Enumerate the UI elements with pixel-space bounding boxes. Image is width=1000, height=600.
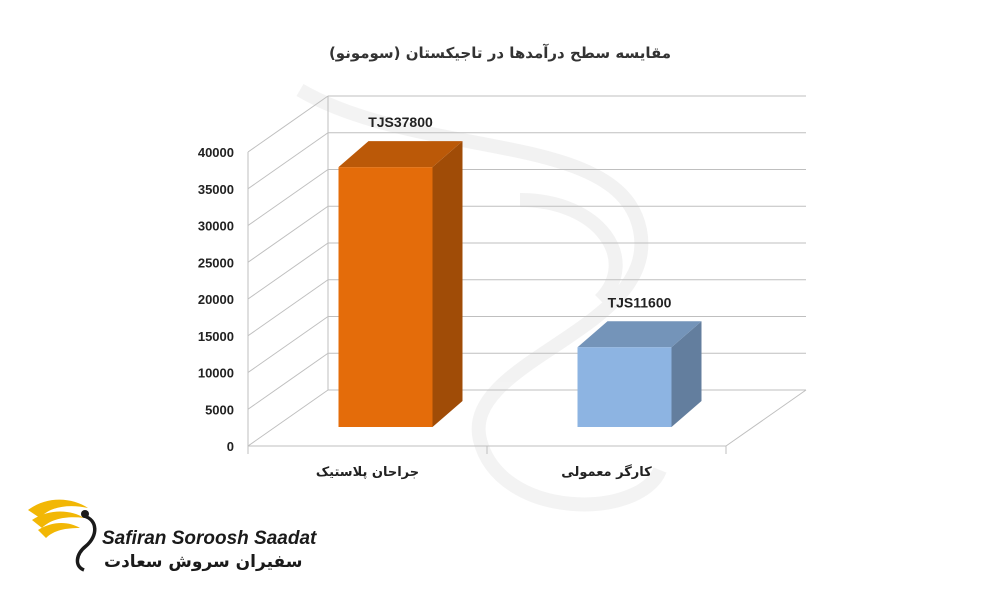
bar-side-face xyxy=(432,141,463,427)
bar-front-face xyxy=(338,167,433,427)
y-tick-label: 40000 xyxy=(198,145,234,160)
gridline-side xyxy=(247,205,329,263)
gridline-side xyxy=(247,242,329,300)
watermark xyxy=(296,83,667,512)
gridline-side xyxy=(247,389,329,447)
bar-top-face xyxy=(577,321,702,348)
data-label: TJS37800 xyxy=(368,114,433,130)
logo-name-fa: سفیران سروش سعادت xyxy=(104,552,303,572)
chart-title: مقایسه سطح درآمدها در تاجیکستان (سومونو) xyxy=(329,44,671,62)
gridline-side xyxy=(247,279,329,337)
y-tick-label: 35000 xyxy=(198,182,234,197)
gridline-side xyxy=(247,352,329,410)
swan-icon xyxy=(28,499,97,572)
y-tick-label: 10000 xyxy=(198,366,234,381)
y-axis-ticks: 0 5000 10000 15000 20000 25000 30000 35000 40000 xyxy=(198,145,234,454)
floor-right-edge xyxy=(725,389,807,447)
x-axis-categories: جراحان پلاستیک کارگر معمولی xyxy=(316,464,652,480)
gridline-side xyxy=(247,132,329,190)
category-label: کارگر معمولی xyxy=(561,464,652,480)
bar-top-face xyxy=(338,141,463,168)
gridline-side xyxy=(247,316,329,373)
y-tick-label: 15000 xyxy=(198,329,234,344)
y-tick-label: 30000 xyxy=(198,219,234,234)
bar-1 xyxy=(338,141,463,427)
y-tick-label: 25000 xyxy=(198,255,234,270)
y-tick-label: 0 xyxy=(227,439,234,454)
gridline-side xyxy=(247,95,329,153)
bars xyxy=(338,141,702,427)
y-tick-label: 5000 xyxy=(205,402,234,417)
bar-side-face xyxy=(671,321,702,427)
y-tick-label: 20000 xyxy=(198,292,234,307)
category-label: جراحان پلاستیک xyxy=(316,465,419,480)
data-labels: TJS37800 TJS11600 xyxy=(368,114,671,310)
bar-front-face xyxy=(577,347,672,427)
data-label: TJS11600 xyxy=(608,294,672,310)
brand-logo: Safiran Soroosh Saadat سفیران سروش سعادت xyxy=(18,490,316,585)
gridline-side xyxy=(247,169,329,226)
bar-2 xyxy=(577,321,702,427)
logo-name-en: Safiran Soroosh Saadat xyxy=(102,528,317,549)
